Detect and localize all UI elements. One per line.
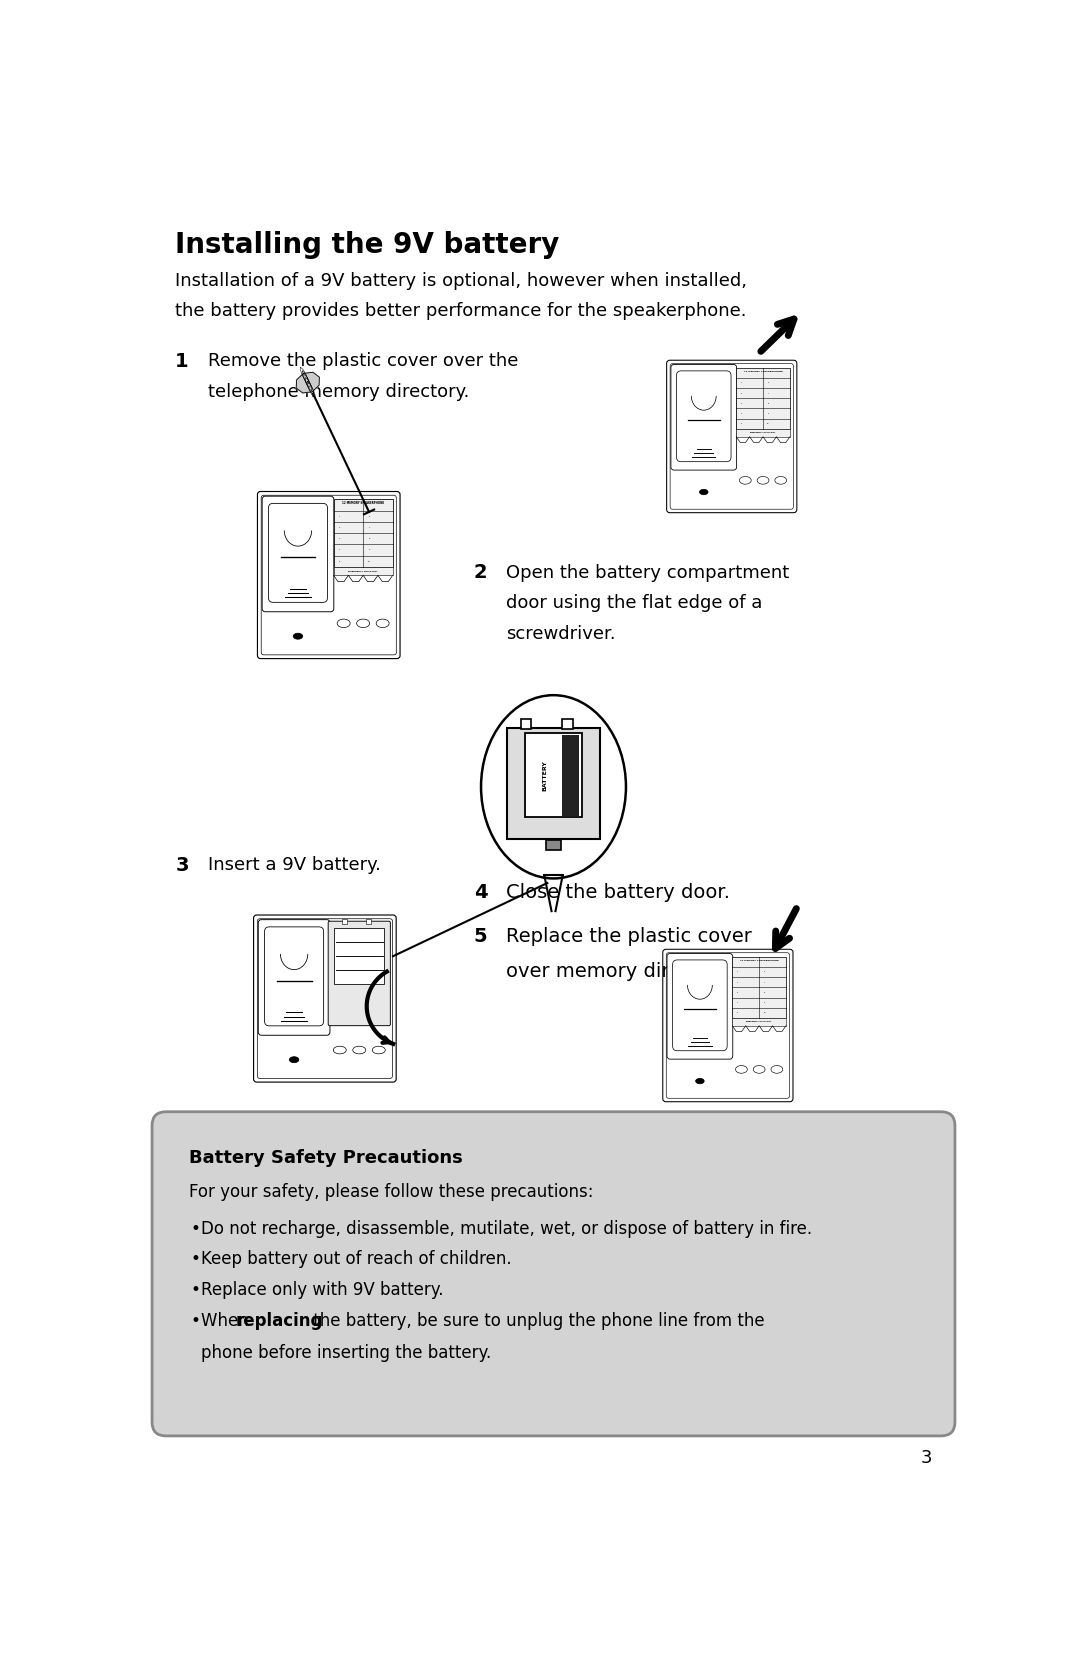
Text: Replace the plastic cover: Replace the plastic cover xyxy=(507,927,752,946)
FancyBboxPatch shape xyxy=(261,496,396,655)
FancyBboxPatch shape xyxy=(737,368,789,428)
Ellipse shape xyxy=(774,477,786,484)
Ellipse shape xyxy=(337,620,350,628)
Text: telephone memory directory.: telephone memory directory. xyxy=(207,383,469,400)
FancyBboxPatch shape xyxy=(562,719,572,729)
Text: screwdriver.: screwdriver. xyxy=(507,625,616,643)
Text: For your safety, please follow these precautions:: For your safety, please follow these pre… xyxy=(189,1183,594,1201)
Text: the battery provides better performance for the speakerphone.: the battery provides better performance … xyxy=(175,302,746,319)
Ellipse shape xyxy=(757,477,769,484)
Ellipse shape xyxy=(353,1047,366,1053)
FancyBboxPatch shape xyxy=(508,727,599,838)
Text: •: • xyxy=(191,1220,201,1238)
Text: Close the battery door.: Close the battery door. xyxy=(507,884,730,902)
FancyBboxPatch shape xyxy=(673,959,727,1050)
FancyBboxPatch shape xyxy=(562,734,579,815)
Ellipse shape xyxy=(294,633,302,638)
FancyBboxPatch shape xyxy=(335,927,384,983)
Ellipse shape xyxy=(700,489,708,494)
Text: phone before inserting the battery.: phone before inserting the battery. xyxy=(201,1344,491,1362)
FancyBboxPatch shape xyxy=(152,1112,955,1436)
Ellipse shape xyxy=(740,477,752,484)
Text: Remove the plastic cover over the: Remove the plastic cover over the xyxy=(207,351,518,370)
Text: 4: 4 xyxy=(474,884,487,902)
Text: •: • xyxy=(191,1282,201,1299)
Ellipse shape xyxy=(696,1079,704,1084)
Ellipse shape xyxy=(334,1047,347,1053)
FancyBboxPatch shape xyxy=(258,919,329,1035)
Ellipse shape xyxy=(481,696,626,879)
FancyBboxPatch shape xyxy=(525,734,582,816)
Text: 3: 3 xyxy=(175,857,189,875)
Text: •: • xyxy=(191,1312,201,1331)
FancyBboxPatch shape xyxy=(663,949,793,1102)
Text: 12 MEMORY SPEAKERPHONE: 12 MEMORY SPEAKERPHONE xyxy=(342,501,384,506)
Text: 2: 2 xyxy=(474,563,487,583)
FancyBboxPatch shape xyxy=(521,719,531,729)
Ellipse shape xyxy=(376,620,389,628)
Text: over memory directory.: over memory directory. xyxy=(507,963,734,981)
Text: When: When xyxy=(201,1312,254,1331)
Text: Installing the 9V battery: Installing the 9V battery xyxy=(175,230,559,259)
Text: replacing: replacing xyxy=(237,1312,323,1331)
FancyBboxPatch shape xyxy=(732,1018,786,1026)
Ellipse shape xyxy=(289,1057,299,1063)
Text: Installation of a 9V battery is optional, however when installed,: Installation of a 9V battery is optional… xyxy=(175,272,747,291)
Text: Open the battery compartment: Open the battery compartment xyxy=(507,563,789,581)
Text: Insert a 9V battery.: Insert a 9V battery. xyxy=(207,857,381,874)
FancyBboxPatch shape xyxy=(328,921,390,1026)
FancyBboxPatch shape xyxy=(334,499,393,566)
Text: Battery Safety Precautions: Battery Safety Precautions xyxy=(189,1149,463,1166)
Text: the battery, be sure to unplug the phone line from the: the battery, be sure to unplug the phone… xyxy=(308,1312,765,1331)
Ellipse shape xyxy=(753,1065,765,1074)
Text: door using the flat edge of a: door using the flat edge of a xyxy=(507,595,762,612)
FancyBboxPatch shape xyxy=(666,953,789,1099)
FancyBboxPatch shape xyxy=(334,566,393,575)
Text: 3: 3 xyxy=(920,1448,932,1467)
FancyBboxPatch shape xyxy=(667,954,732,1058)
Text: Do not recharge, disassemble, mutilate, wet, or dispose of battery in fire.: Do not recharge, disassemble, mutilate, … xyxy=(201,1220,812,1238)
Text: 5: 5 xyxy=(474,927,487,946)
Text: Keep battery out of reach of children.: Keep battery out of reach of children. xyxy=(201,1250,512,1268)
Polygon shape xyxy=(296,373,320,393)
FancyBboxPatch shape xyxy=(257,919,392,1079)
Text: Replace only with 9V battery.: Replace only with 9V battery. xyxy=(201,1282,444,1299)
FancyBboxPatch shape xyxy=(257,492,400,659)
FancyBboxPatch shape xyxy=(342,919,347,924)
Ellipse shape xyxy=(373,1047,386,1053)
Ellipse shape xyxy=(735,1065,747,1074)
FancyBboxPatch shape xyxy=(545,840,562,850)
FancyBboxPatch shape xyxy=(676,371,731,462)
FancyBboxPatch shape xyxy=(254,916,396,1082)
Text: •: • xyxy=(191,1250,201,1268)
FancyBboxPatch shape xyxy=(732,956,786,1018)
FancyBboxPatch shape xyxy=(269,504,327,603)
Ellipse shape xyxy=(771,1065,783,1074)
FancyBboxPatch shape xyxy=(666,360,797,512)
FancyBboxPatch shape xyxy=(265,927,324,1026)
Text: 1: 1 xyxy=(175,351,189,371)
Text: BATTERY: BATTERY xyxy=(542,759,548,791)
FancyBboxPatch shape xyxy=(737,428,789,437)
FancyBboxPatch shape xyxy=(365,919,370,924)
FancyBboxPatch shape xyxy=(262,496,334,612)
FancyBboxPatch shape xyxy=(671,365,737,470)
Ellipse shape xyxy=(356,620,369,628)
FancyBboxPatch shape xyxy=(670,363,794,509)
